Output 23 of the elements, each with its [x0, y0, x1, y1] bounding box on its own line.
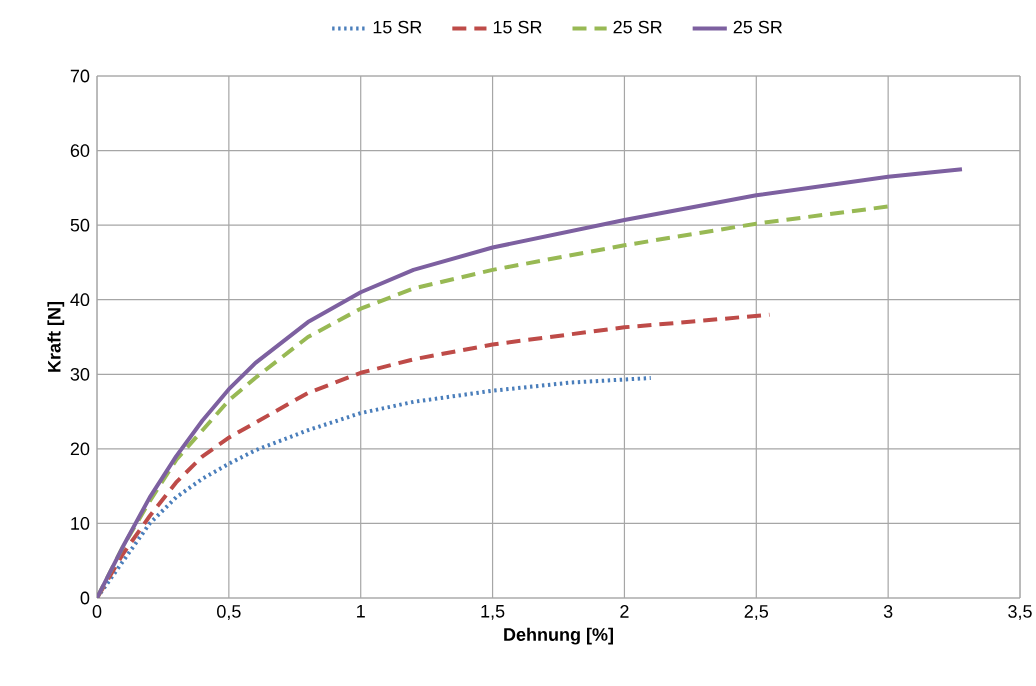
- y-tick-label: 70: [70, 69, 90, 83]
- line-series: [97, 167, 964, 598]
- legend-label: 25 SR: [733, 20, 782, 34]
- y-tick-label: 0: [80, 591, 90, 605]
- x-axis-title: Dehnung [%]: [504, 627, 613, 645]
- x-tick-label: 2,5: [744, 605, 769, 620]
- y-tick-label: 50: [70, 218, 90, 232]
- y-tick-label: 30: [70, 367, 90, 381]
- y-tick-label: 10: [71, 517, 90, 530]
- x-tick-label: 1,5: [481, 605, 505, 620]
- y-axis-title: Kraft [N]: [47, 302, 65, 372]
- legend-label: 25 SR: [613, 20, 662, 34]
- x-tick-label: 1: [357, 605, 365, 618]
- x-tick-label: 0: [92, 605, 102, 618]
- legend-label: 15 SR: [373, 20, 422, 34]
- y-tick-label: 20: [70, 442, 90, 456]
- x-tick-label: 2: [620, 605, 629, 618]
- x-tick-label: 3,5: [1008, 605, 1032, 620]
- y-tick-label: 60: [70, 144, 90, 157]
- y-tick-label: 40: [70, 293, 90, 307]
- x-tick-label: 0,5: [217, 605, 241, 620]
- x-tick-label: 3: [883, 605, 893, 618]
- legend-label: 15 SR: [493, 20, 542, 34]
